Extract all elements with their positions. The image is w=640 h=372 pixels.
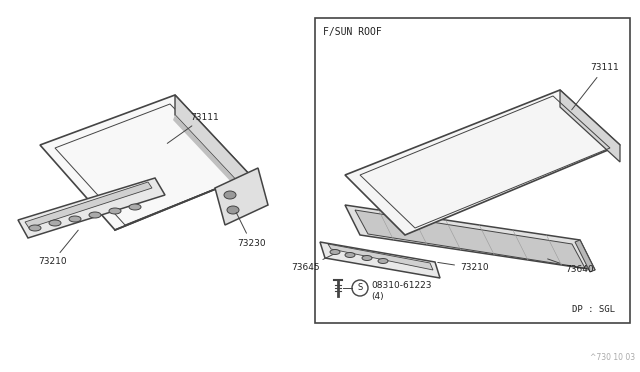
Polygon shape (345, 90, 620, 235)
Polygon shape (173, 115, 250, 200)
Polygon shape (40, 95, 250, 230)
Text: (4): (4) (371, 292, 383, 301)
Text: 73210: 73210 (438, 262, 488, 273)
Ellipse shape (227, 206, 239, 214)
Text: DP : SGL: DP : SGL (572, 305, 615, 314)
Text: 73645: 73645 (291, 253, 335, 273)
Ellipse shape (49, 220, 61, 226)
Ellipse shape (109, 208, 121, 214)
Ellipse shape (69, 216, 81, 222)
Polygon shape (575, 240, 595, 272)
Ellipse shape (29, 225, 41, 231)
Polygon shape (345, 205, 595, 270)
Text: 73210: 73210 (38, 230, 78, 266)
Polygon shape (215, 168, 268, 225)
Text: S: S (357, 283, 363, 292)
Polygon shape (18, 178, 165, 238)
Text: 73640: 73640 (548, 259, 594, 275)
Polygon shape (25, 182, 152, 228)
Text: 08310-61223: 08310-61223 (371, 282, 431, 291)
Bar (315, 18, 630, 323)
Ellipse shape (330, 250, 340, 254)
Ellipse shape (362, 256, 372, 260)
Polygon shape (175, 95, 250, 195)
Polygon shape (320, 242, 440, 278)
Ellipse shape (378, 259, 388, 263)
Polygon shape (355, 210, 585, 268)
Text: ^730 10 03: ^730 10 03 (590, 353, 635, 362)
Text: 73111: 73111 (167, 112, 219, 143)
Polygon shape (328, 244, 433, 270)
Polygon shape (560, 90, 620, 162)
Ellipse shape (89, 212, 101, 218)
Ellipse shape (224, 191, 236, 199)
Text: 73111: 73111 (572, 64, 619, 110)
Text: 73230: 73230 (236, 212, 266, 247)
Text: F/SUN ROOF: F/SUN ROOF (323, 27, 381, 37)
Ellipse shape (345, 253, 355, 257)
Ellipse shape (129, 204, 141, 210)
